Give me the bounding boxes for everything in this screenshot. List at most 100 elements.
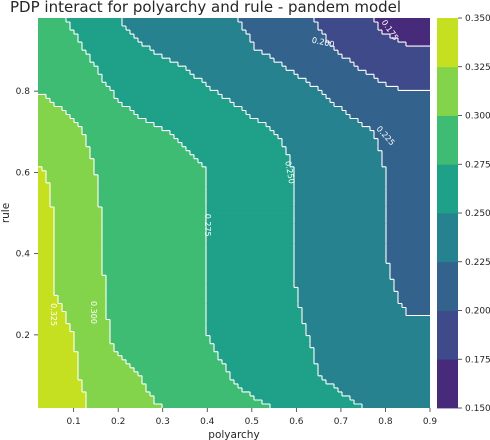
contour-cell	[318, 78, 323, 83]
contour-cell	[274, 94, 279, 100]
contour-cell	[142, 215, 147, 220]
contour-cell	[334, 30, 339, 35]
contour-cell	[198, 138, 203, 144]
contour-cell	[82, 18, 87, 23]
contour-cell	[118, 114, 123, 120]
contour-cell	[362, 126, 367, 132]
contour-cell	[178, 82, 183, 87]
contour-cell	[386, 94, 391, 100]
contour-cell	[202, 118, 207, 124]
contour-cell	[210, 162, 215, 168]
contour-cell	[414, 174, 419, 180]
contour-cell	[166, 50, 171, 55]
contour-cell	[254, 126, 259, 132]
contour-cell	[162, 198, 167, 204]
contour-cell	[426, 42, 430, 47]
contour-cell	[46, 78, 51, 83]
contour-cell	[274, 18, 279, 23]
contour-cell	[90, 170, 95, 176]
contour-cell	[110, 34, 115, 39]
contour-cell	[330, 90, 335, 95]
contour-cell	[418, 154, 423, 160]
contour-cell	[330, 158, 335, 164]
contour-cell	[398, 202, 403, 208]
contour-cell	[418, 86, 423, 91]
contour-cell	[134, 86, 139, 91]
contour-cell	[394, 210, 399, 216]
contour-cell	[390, 38, 395, 43]
contour-cell	[362, 190, 367, 196]
contour-cell	[202, 219, 207, 224]
contour-cell	[414, 90, 419, 95]
contour-cell	[254, 94, 259, 100]
contour-cell	[54, 146, 59, 152]
contour-cell	[394, 202, 399, 208]
contour-cell	[98, 138, 103, 144]
contour-cell	[342, 54, 347, 59]
contour-cell	[422, 50, 427, 55]
contour-cell	[338, 142, 343, 148]
contour-cell	[130, 202, 135, 208]
contour-cell	[338, 219, 343, 224]
contour-cell	[70, 98, 75, 104]
contour-cell	[306, 82, 311, 87]
contour-cell	[58, 18, 63, 23]
contour-cell	[122, 90, 127, 95]
contour-cell	[122, 54, 127, 59]
contour-cell	[426, 186, 430, 192]
contour-cell	[318, 170, 323, 176]
contour-cell	[290, 38, 295, 43]
contour-cell	[318, 62, 323, 67]
contour-cell	[50, 174, 55, 180]
contour-cell	[50, 219, 55, 224]
contour-cell	[326, 118, 331, 124]
contour-cell	[210, 202, 215, 208]
contour-cell	[254, 138, 259, 144]
contour-cell	[274, 142, 279, 148]
contour-cell	[118, 215, 123, 220]
contour-cell	[142, 18, 147, 23]
contour-cell	[314, 219, 319, 224]
contour-cell	[254, 142, 259, 148]
contour-cell	[102, 90, 107, 95]
contour-cell	[326, 82, 331, 87]
contour-cell	[406, 138, 411, 144]
contour-cell	[134, 166, 139, 172]
contour-cell	[366, 210, 371, 216]
contour-cell	[126, 190, 131, 196]
contour-cell	[418, 42, 423, 47]
contour-cell	[270, 118, 275, 124]
contour-cell	[58, 138, 63, 144]
contour-cell	[238, 110, 243, 116]
contour-cell	[198, 206, 203, 212]
contour-cell	[58, 210, 63, 216]
contour-cell	[382, 190, 387, 196]
contour-cell	[58, 194, 63, 200]
contour-cell	[118, 166, 123, 172]
contour-cell	[350, 178, 355, 184]
contour-cell	[234, 142, 239, 148]
contour-cell	[142, 219, 147, 224]
contour-cell	[418, 134, 423, 140]
contour-cell	[410, 74, 415, 79]
contour-cell	[150, 170, 155, 176]
contour-cell	[354, 178, 359, 184]
contour-cell	[162, 86, 167, 91]
contour-cell	[114, 94, 119, 100]
contour-cell	[386, 18, 391, 23]
contour-cell	[330, 58, 335, 63]
contour-cell	[254, 62, 259, 67]
contour-cell	[238, 162, 243, 168]
contour-cell	[198, 182, 203, 188]
contour-cell	[338, 62, 343, 67]
contour-cell	[246, 50, 251, 55]
contour-cell	[166, 66, 171, 71]
contour-cell	[410, 219, 415, 224]
contour-cell	[342, 158, 347, 164]
contour-cell	[62, 219, 67, 224]
contour-cell	[366, 154, 371, 160]
contour-cell	[142, 190, 147, 196]
contour-cell	[230, 110, 235, 116]
contour-cell	[222, 170, 227, 176]
contour-cell	[210, 154, 215, 160]
